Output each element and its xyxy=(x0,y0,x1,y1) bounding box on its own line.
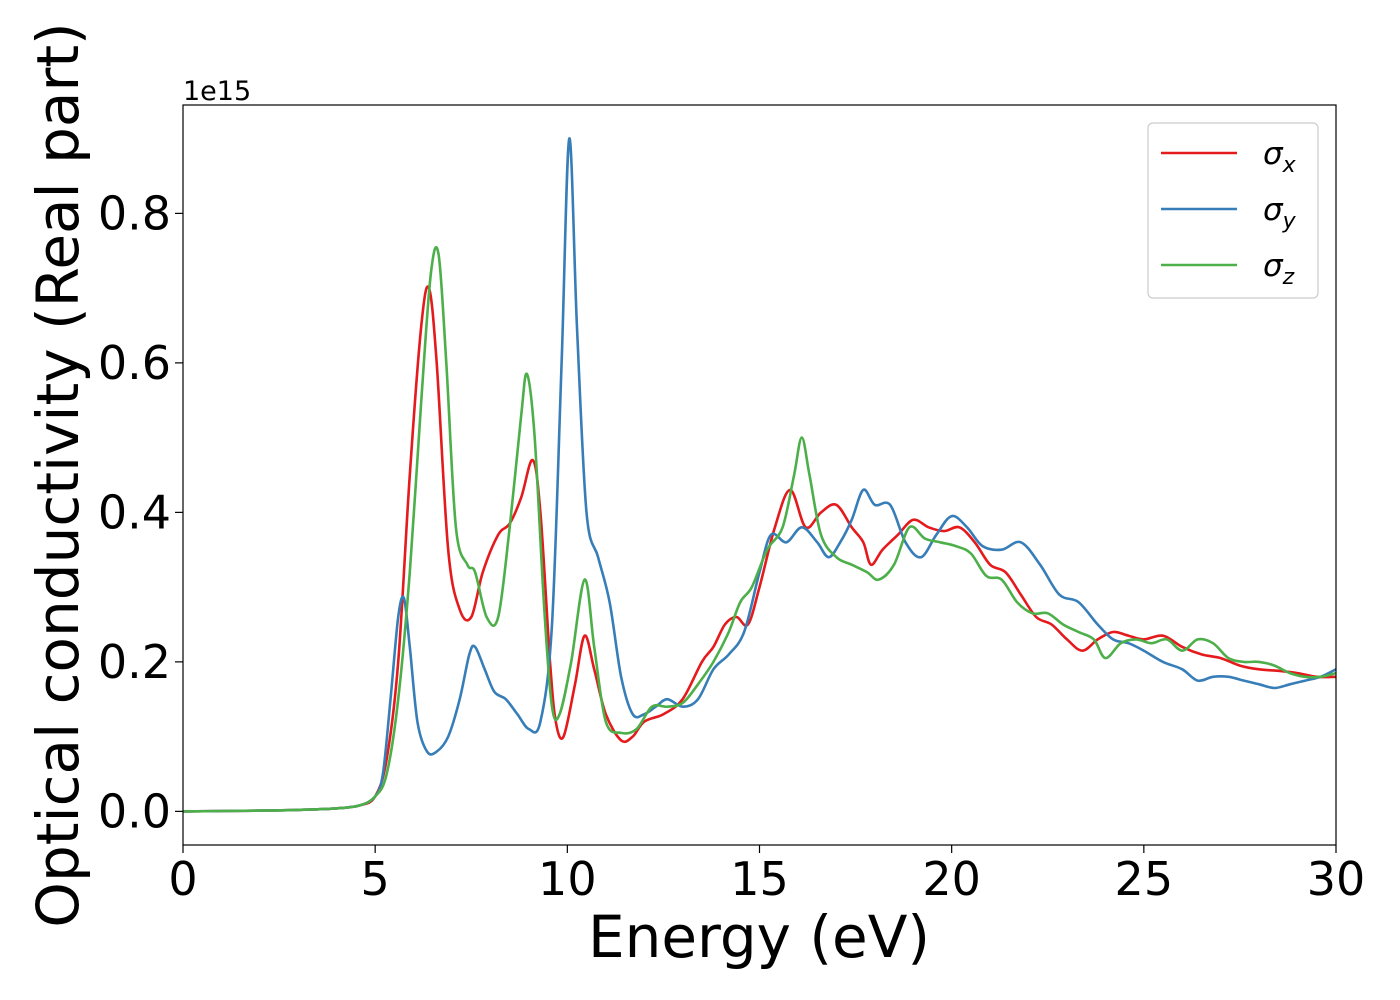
x-tick-label: 5 xyxy=(361,852,390,906)
series-layer xyxy=(182,137,1337,813)
x-tick-label: 30 xyxy=(1307,852,1366,906)
series-line-x xyxy=(182,285,1337,813)
x-tick-label: 0 xyxy=(168,852,197,906)
y-offset-label: 1e15 xyxy=(183,76,251,107)
series-line-y xyxy=(182,137,1337,813)
x-tick-label: 20 xyxy=(922,852,981,906)
x-tick-label: 15 xyxy=(730,852,789,906)
y-axis-label: Optical conductivity (Real part) xyxy=(24,22,92,927)
y-tick-label: 0.6 xyxy=(98,336,171,390)
legend-label-y: σy xyxy=(1263,192,1297,234)
y-tick-label: 0.4 xyxy=(98,485,171,539)
legend-items: σx σy σz xyxy=(1161,136,1297,290)
x-tick-label: 25 xyxy=(1115,852,1174,906)
x-tick-label: 10 xyxy=(538,852,597,906)
series-line-z xyxy=(182,246,1337,813)
y-tick-label: 0.8 xyxy=(98,186,171,240)
y-tick-label: 0.0 xyxy=(98,784,171,838)
legend: σx σy σz xyxy=(1147,122,1319,299)
legend-label-x: σx xyxy=(1263,136,1297,178)
x-axis-label: Energy (eV) xyxy=(588,903,930,971)
legend-box xyxy=(1147,122,1319,299)
legend-label-z: σz xyxy=(1263,248,1295,290)
y-tick-label: 0.2 xyxy=(98,635,171,689)
ticks-layer: 0 5 10 15 20 25 30 0.0 0.2 0.4 0.6 0.8 xyxy=(98,186,1365,906)
